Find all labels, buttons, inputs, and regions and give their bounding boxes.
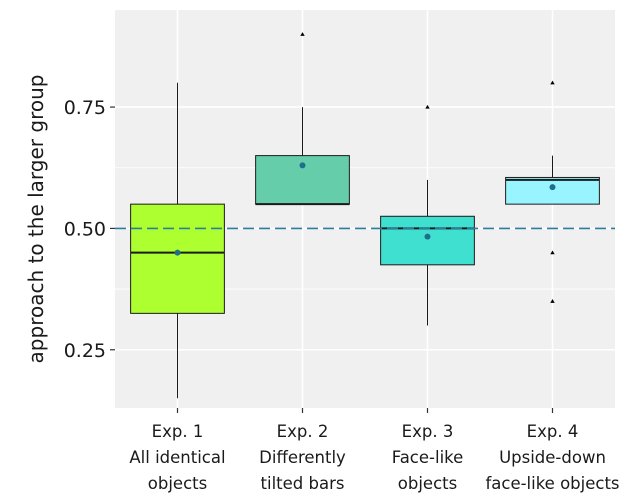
box [505,176,600,205]
y-tick-label: 0.50 [64,218,106,240]
box-group [255,32,350,206]
x-tick-label: objects [148,474,207,493]
x-axis: Exp. 1 All identical objects Exp. 2 Differen… [129,408,620,493]
x-tick-label: Face-like [392,448,464,467]
mean-point [299,162,306,169]
x-tick-label: objects [398,474,457,493]
x-tick-label: All identical [129,448,225,467]
y-tick-label: 0.25 [64,340,106,362]
outlier-point [550,250,555,255]
outlier-point [550,299,555,303]
box-group [380,104,475,326]
x-tick-label: Exp. 4 [527,422,579,441]
y-axis-title: approach to the larger group [24,75,48,364]
x-tick-label: Exp. 1 [152,422,204,441]
box [380,215,475,266]
outlier-point [425,104,430,109]
y-tick-label: 0.75 [64,97,106,119]
outlier-point [300,32,305,36]
y-axis: 0.25 0.50 0.75 [64,97,115,362]
box [130,203,225,314]
x-tick-label: tilted bars [261,474,345,493]
box-group [130,82,225,399]
x-tick-label: face-like objects [485,474,619,493]
x-tick-label: Exp. 2 [277,422,329,441]
x-tick-label: Exp. 3 [402,422,454,441]
x-tick-label: Differently [259,448,346,467]
box-group [505,80,600,303]
mean-point [174,249,181,256]
outlier-point [550,80,555,85]
mean-point [549,184,556,191]
mean-point [424,233,431,240]
boxes [130,32,600,399]
x-tick-label: Upside-down [499,448,606,467]
